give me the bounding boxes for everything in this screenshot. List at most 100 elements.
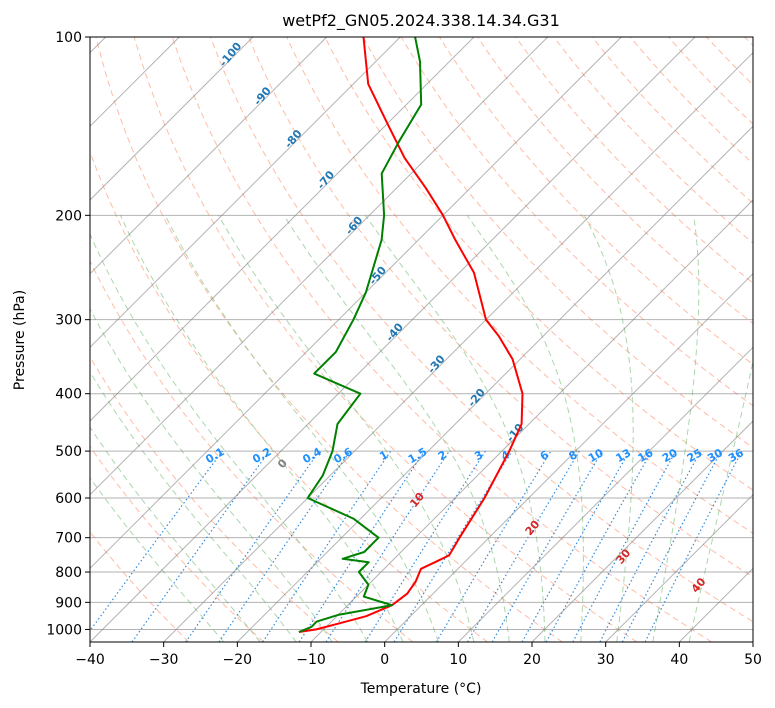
mixing-ratio-line — [131, 450, 270, 642]
mixing-ratio-label: 20 — [660, 446, 680, 465]
moist-adiabat-label: 20 — [523, 518, 543, 538]
isotherm — [236, 125, 753, 642]
isotherm — [457, 346, 753, 642]
dry-adiabat-label: -60 — [343, 214, 366, 238]
x-tick-label: 40 — [670, 652, 688, 668]
mixing-ratio-line — [218, 450, 351, 642]
y-tick-label: 1000 — [46, 622, 82, 638]
isotherm — [90, 37, 328, 275]
x-tick-label: 0 — [380, 652, 389, 668]
x-tick-label: −40 — [75, 652, 105, 668]
isotherm — [384, 272, 753, 642]
dry-adiabat — [706, 37, 753, 86]
moist-adiabat — [90, 476, 225, 642]
mixing-ratio-line — [185, 450, 320, 642]
mixing-ratio-line — [90, 450, 223, 632]
mixing-ratio-line — [325, 450, 450, 642]
mixing-ratio-line — [393, 450, 513, 642]
dry-adiabat-label: -30 — [425, 352, 448, 376]
moist-adiabat — [90, 232, 369, 642]
dry-adiabat — [286, 37, 753, 534]
dry-adiabat — [744, 37, 753, 47]
x-axis: −40 −30 −20 −10 0 10 20 30 40 50 — [75, 642, 762, 668]
isotherm — [678, 567, 753, 642]
mixing-ratio-line — [521, 450, 631, 642]
x-tick-label: 50 — [744, 652, 762, 668]
mixing-ratio-line — [298, 450, 425, 642]
y-tick-label: 900 — [55, 595, 82, 611]
dry-adiabat — [553, 37, 753, 244]
moist-adiabat — [90, 308, 333, 642]
mixing-ratio-line — [364, 450, 486, 642]
mixing-ratio-label: 0.2 — [250, 445, 273, 466]
mixing-ratio-label: 10 — [586, 446, 606, 465]
x-tick-label: 30 — [597, 652, 615, 668]
moist-adiabat — [218, 215, 475, 642]
dry-adiabat — [90, 150, 488, 642]
y-tick-label: 200 — [55, 208, 82, 224]
isotherm — [90, 37, 622, 570]
dry-adiabat — [171, 37, 712, 642]
moist-adiabat — [466, 215, 584, 642]
moist-adiabat — [652, 215, 700, 642]
dry-adiabat — [324, 37, 753, 491]
x-tick-label: −20 — [223, 652, 253, 668]
dry-adiabat-label: -100 — [217, 40, 245, 70]
chart-title: wetPf2_GN05.2024.338.14.34.G31 — [282, 11, 560, 31]
dry-adiabat-label: -90 — [251, 84, 274, 108]
isotherm — [752, 641, 753, 642]
moist-adiabat — [364, 215, 546, 642]
mixing-ratio-line — [545, 450, 653, 642]
x-tick-label: −10 — [296, 652, 326, 668]
profiles — [298, 37, 524, 633]
moist-adiabat-label: 0 — [275, 456, 290, 470]
dry-adiabat — [248, 37, 753, 578]
isotherm — [605, 493, 753, 642]
y-tick-label: 800 — [55, 565, 82, 581]
dry-adiabat — [90, 259, 414, 642]
isotherm — [90, 37, 254, 201]
moist-adiabat — [90, 426, 261, 642]
y-tick-label: 700 — [55, 531, 82, 547]
mixing-ratio-label: 3 — [472, 448, 485, 463]
dry-adiabat — [95, 37, 563, 642]
dry-adiabat — [133, 37, 638, 642]
y-axis-label: Pressure (hPa) — [12, 290, 28, 390]
dry-adiabat-label: -20 — [465, 386, 488, 410]
dry-adiabat — [210, 37, 753, 623]
mixing-ratio-line — [599, 450, 702, 642]
mixing-ratio-label: 25 — [685, 446, 705, 465]
dry-adiabat-label: -50 — [366, 264, 389, 288]
mixing-ratio-label: 0.6 — [331, 445, 355, 466]
temperature-profile — [298, 37, 524, 633]
x-tick-label: −30 — [149, 652, 179, 668]
dry-adiabat — [668, 37, 753, 125]
y-tick-label: 100 — [55, 30, 82, 46]
mixing-ratio-line — [262, 450, 392, 642]
plot-frame — [89, 36, 754, 643]
x-tick-label: 20 — [523, 652, 541, 668]
y-axis: 1000 900 800 700 600 500 400 300 200 100 — [46, 30, 90, 638]
mixing-ratio-label: 2 — [436, 448, 449, 463]
dry-adiabat-label: -10 — [504, 421, 527, 445]
mixing-ratio-label: 0.4 — [300, 445, 324, 466]
dry-adiabat-label: -70 — [314, 168, 337, 192]
x-axis-label: Temperature (°C) — [360, 681, 482, 697]
mixing-ratio-label: 30 — [705, 446, 725, 465]
y-tick-label: 300 — [55, 313, 82, 329]
dry-adiabat — [90, 531, 190, 642]
y-tick-label: 600 — [55, 491, 82, 507]
moist-adiabat — [283, 215, 510, 642]
moist-adiabat-label: 10 — [407, 490, 427, 510]
isotherm — [90, 37, 549, 496]
dry-adiabat — [90, 356, 339, 642]
isotherm — [90, 37, 401, 349]
isotherm — [90, 37, 696, 642]
dry-adiabat — [90, 445, 264, 642]
moist-adiabat-label: 30 — [614, 546, 634, 566]
mixing-ratio-label: 1 — [377, 448, 390, 463]
x-tick-label: 10 — [449, 652, 467, 668]
isotherm — [310, 199, 753, 642]
moist-adiabat — [583, 215, 634, 642]
